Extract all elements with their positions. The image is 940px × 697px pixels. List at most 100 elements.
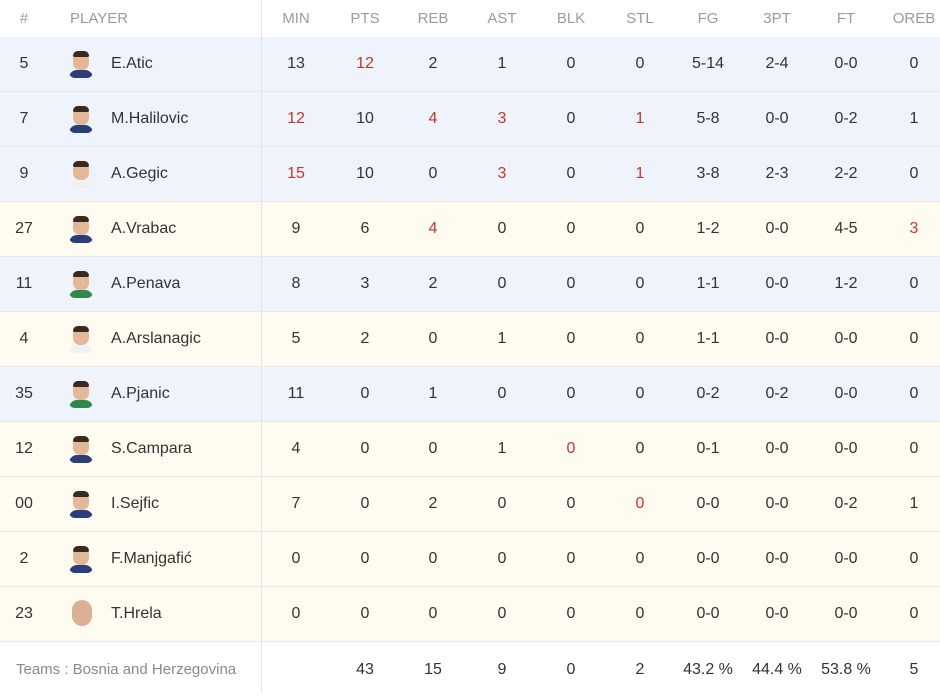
stat-tpt: 2-4 <box>765 55 789 72</box>
stat-ast: 1 <box>497 330 507 347</box>
stat-stl: 0 <box>635 275 645 292</box>
player-name-link[interactable]: A.Gegic <box>111 165 168 182</box>
stat-pts: 10 <box>356 110 374 127</box>
stat-ast: 1 <box>497 440 507 457</box>
player-name-link[interactable]: A.Vrabac <box>111 220 177 237</box>
stat-ft: 1-2 <box>834 275 858 292</box>
stat-ast: 0 <box>497 495 507 512</box>
player-name-link[interactable]: A.Pjanic <box>111 385 170 402</box>
header-fg[interactable]: FG <box>697 10 719 27</box>
stat-fg: 5-8 <box>696 110 720 127</box>
player-name-link[interactable]: S.Campara <box>111 440 192 457</box>
stat-stl: 1 <box>635 110 645 127</box>
stat-reb: 1 <box>428 385 438 402</box>
stat-blk: 0 <box>566 550 576 567</box>
stat-reb: 0 <box>428 550 438 567</box>
header-number[interactable]: # <box>19 10 29 27</box>
stat-fg: 0-1 <box>696 440 720 457</box>
table-row: 23 T.Hrela 0 0 0 0 0 0 0-0 0-0 0-0 0 <box>0 587 940 642</box>
stat-oreb: 0 <box>909 385 919 402</box>
stat-min: 13 <box>287 55 305 72</box>
header-3pt[interactable]: 3PT <box>763 10 791 27</box>
table-row: 9 A.Gegic 15 10 0 3 0 1 3-8 2-3 2-2 0 <box>0 147 940 202</box>
player-name-link[interactable]: A.Arslanagic <box>111 330 201 347</box>
stat-ast: 0 <box>497 385 507 402</box>
stat-oreb: 0 <box>909 440 919 457</box>
stat-fg: 5-14 <box>691 55 725 72</box>
stat-blk: 0 <box>566 220 576 237</box>
stat-tpt: 0-0 <box>765 605 789 622</box>
player-photo <box>69 215 93 243</box>
total-ast: 9 <box>497 660 507 678</box>
stat-oreb: 1 <box>909 110 919 127</box>
stat-pts: 0 <box>360 385 370 402</box>
header-min[interactable]: MIN <box>282 10 310 27</box>
stat-tpt: 2-3 <box>765 165 789 182</box>
stat-ft: 0-2 <box>834 110 858 127</box>
player-name-link[interactable]: M.Halilovic <box>111 110 189 127</box>
header-oreb[interactable]: OREB <box>892 10 936 27</box>
stat-blk: 0 <box>566 110 576 127</box>
player-name-link[interactable]: A.Penava <box>111 275 181 292</box>
stat-min: 7 <box>291 495 301 512</box>
header-ft[interactable]: FT <box>836 10 856 27</box>
player-photo <box>69 50 93 78</box>
stat-ast: 0 <box>497 550 507 567</box>
stat-min: 9 <box>291 220 301 237</box>
stat-ft: 0-0 <box>834 605 858 622</box>
total-min <box>266 642 326 697</box>
stat-reb: 0 <box>428 605 438 622</box>
stat-ft: 2-2 <box>834 165 858 182</box>
table-row: 4 A.Arslanagic 5 2 0 1 0 0 1-1 0-0 0-0 0 <box>0 312 940 367</box>
player-photo <box>69 380 93 408</box>
stat-tpt: 0-0 <box>765 330 789 347</box>
stat-fg: 0-0 <box>696 495 720 512</box>
player-number: 4 <box>19 330 29 347</box>
stat-blk: 0 <box>566 55 576 72</box>
player-photo <box>69 435 93 463</box>
player-photo <box>69 105 93 133</box>
table-header: # PLAYER MIN PTS REB AST BLK STL FG 3PT … <box>0 0 940 37</box>
stat-pts: 10 <box>356 165 374 182</box>
stat-ast: 3 <box>497 165 507 182</box>
stat-oreb: 1 <box>909 495 919 512</box>
stat-stl: 0 <box>635 550 645 567</box>
header-pts[interactable]: PTS <box>350 10 380 27</box>
stat-min: 11 <box>287 385 305 402</box>
stat-min: 5 <box>291 330 301 347</box>
total-stl: 2 <box>635 660 645 678</box>
player-photo <box>69 490 93 518</box>
player-name-link[interactable]: I.Sejfic <box>111 495 160 512</box>
header-player[interactable]: PLAYER <box>70 10 129 27</box>
stat-pts: 3 <box>360 275 370 292</box>
stat-reb: 4 <box>428 220 438 237</box>
player-name-link[interactable]: T.Hrela <box>111 605 162 622</box>
totals-row: Teams : Bosnia and Herzegovina 43 15 9 0 2 43.… <box>0 642 940 697</box>
player-photo <box>69 325 93 353</box>
header-reb[interactable]: REB <box>417 10 449 27</box>
stat-blk: 0 <box>566 385 576 402</box>
player-name-link[interactable]: E.Atic <box>111 55 153 72</box>
stat-stl: 0 <box>635 330 645 347</box>
stat-ft: 0-0 <box>834 440 858 457</box>
player-number: 27 <box>15 220 33 237</box>
stat-reb: 2 <box>428 495 438 512</box>
player-number: 7 <box>19 110 29 127</box>
stat-tpt: 0-0 <box>765 550 789 567</box>
stat-min: 0 <box>291 605 301 622</box>
header-ast[interactable]: AST <box>487 10 517 27</box>
player-name-link[interactable]: F.Manjgafić <box>111 550 192 567</box>
player-number: 9 <box>19 165 29 182</box>
player-number: 23 <box>15 605 33 622</box>
stat-ast: 1 <box>497 55 507 72</box>
table-row: 00 I.Sejfic 7 0 2 0 0 0 0-0 0-0 0-2 1 <box>0 477 940 532</box>
header-stl[interactable]: STL <box>626 10 654 27</box>
stat-stl: 0 <box>635 495 645 512</box>
player-photo <box>69 545 93 573</box>
stat-tpt: 0-0 <box>765 220 789 237</box>
stat-ast: 0 <box>497 220 507 237</box>
header-blk[interactable]: BLK <box>556 10 586 27</box>
stat-pts: 0 <box>360 605 370 622</box>
stat-stl: 0 <box>635 55 645 72</box>
stat-fg: 1-1 <box>696 275 720 292</box>
